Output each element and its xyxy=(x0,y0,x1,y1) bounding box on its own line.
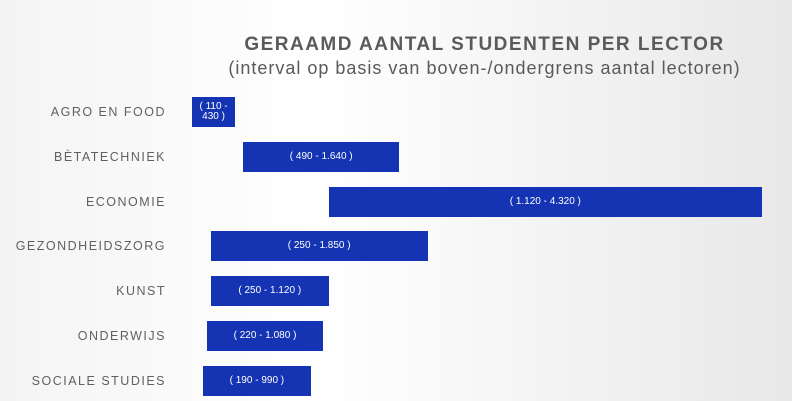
bar: ( 110 - 430 ) xyxy=(191,97,236,127)
value-label: ( 250 - 1.120 ) xyxy=(238,285,302,297)
value-label: ( 220 - 1.080 ) xyxy=(233,330,297,341)
value-label: ( 1.120 - 4.320 ) xyxy=(509,195,581,207)
category-label: SOCIALE STUDIES xyxy=(31,373,166,388)
bar: ( 220 - 1.080 ) xyxy=(206,321,324,351)
category-label: AGRO EN FOOD xyxy=(50,105,166,119)
bar: ( 250 - 1.120 ) xyxy=(210,276,329,307)
bar: ( 490 - 1.640 ) xyxy=(243,141,400,172)
bar: ( 190 - 990 ) xyxy=(202,365,312,396)
category-label: ECONOMIE xyxy=(85,194,166,209)
category-label: BÈTATECHNIEK xyxy=(54,149,166,164)
category-label: KUNST xyxy=(116,284,166,299)
value-label: ( 110 - 430 ) xyxy=(199,101,228,122)
chart-title: GERAAMD AANTAL STUDENTEN PER LECTOR xyxy=(244,34,725,55)
category-label: ONDERWIJS xyxy=(77,329,166,343)
bar: ( 1.120 - 4.320 ) xyxy=(328,186,762,217)
value-label: ( 190 - 990 ) xyxy=(229,374,285,386)
chart-subtitle: (interval op basis van boven-/ondergrens… xyxy=(228,58,741,78)
value-label: ( 250 - 1.850 ) xyxy=(287,240,351,252)
bar: ( 250 - 1.850 ) xyxy=(210,231,428,262)
value-label: ( 490 - 1.640 ) xyxy=(289,150,353,162)
category-label: GEZONDHEIDSZORG xyxy=(15,239,166,254)
